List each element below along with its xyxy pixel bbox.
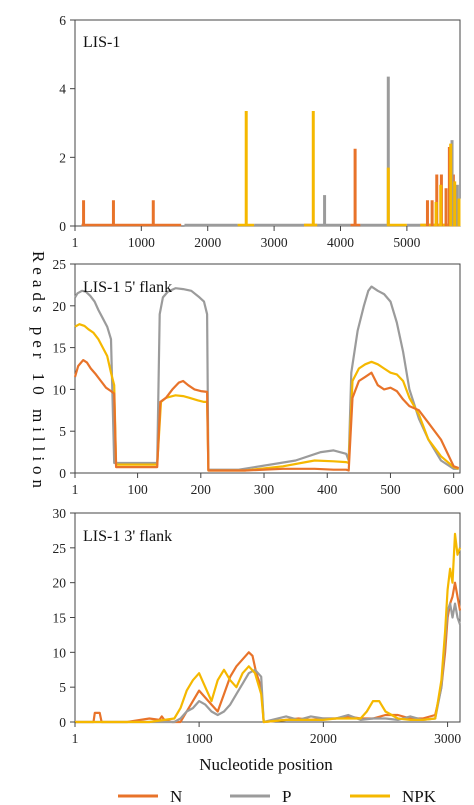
panel-ticks: 0 5 10 15 20 25 30 1 1000 2000 3000 (53, 506, 462, 746)
plot-frame (74, 19, 461, 227)
y-tick-label: 15 (53, 341, 67, 356)
x-axis-title: Nucleotide position (199, 755, 333, 774)
panel-ticks: 0 2 4 6 1 1000 2000 3000 4000 5000 (59, 13, 420, 250)
y-tick-label: 5 (59, 680, 66, 695)
x-tick-label: 400 (317, 482, 338, 497)
legend-label-n: N (170, 787, 182, 805)
x-tick-label: 1 (72, 731, 79, 746)
x-tick-label: 200 (191, 482, 212, 497)
y-tick-label: 15 (53, 611, 67, 626)
y-tick-label: 0 (59, 466, 66, 481)
y-axis-title: Reads per 10 million (29, 251, 48, 493)
y-tick-label: 25 (53, 257, 67, 272)
x-tick-label: 4000 (327, 235, 354, 250)
x-tick-label: 500 (380, 482, 401, 497)
y-tick-label: 20 (53, 299, 67, 314)
x-tick-label: 300 (254, 482, 275, 497)
y-tick-label: 25 (53, 541, 67, 556)
panel-lis1-3-flank: 0 5 10 15 20 25 30 1 1000 2000 3000 LIS-1 3' flank (53, 506, 462, 746)
y-tick-label: 10 (53, 382, 67, 397)
x-tick-label: 600 (444, 482, 465, 497)
legend: N P NPK (118, 787, 437, 805)
panel-marks (81, 76, 461, 227)
x-tick-label: 5000 (393, 235, 420, 250)
panel-title: LIS-1 3' flank (83, 528, 172, 545)
x-tick-label: 3000 (261, 235, 288, 250)
y-tick-label: 2 (59, 150, 66, 165)
plot-frame (74, 263, 461, 474)
y-tick-label: 5 (59, 424, 66, 439)
x-tick-label: 2000 (310, 731, 337, 746)
y-tick-label: 4 (59, 82, 66, 97)
y-tick-label: 10 (53, 645, 67, 660)
y-tick-label: 30 (53, 506, 67, 521)
x-tick-label: 1000 (128, 235, 155, 250)
series-line-p (74, 285, 459, 471)
y-tick-label: 0 (59, 715, 66, 730)
y-tick-label: 20 (53, 576, 67, 591)
x-tick-label: 1 (72, 235, 79, 250)
x-tick-label: 1 (72, 482, 79, 497)
series-line-n (75, 581, 462, 724)
series-line-npk (75, 532, 462, 724)
panel-marks (73, 285, 460, 472)
x-tick-label: 1000 (186, 731, 213, 746)
panel-title: LIS-1 5' flank (83, 279, 172, 296)
x-tick-label: 3000 (434, 731, 461, 746)
y-tick-label: 6 (59, 13, 66, 28)
series-line-n (73, 359, 460, 472)
series-line-p (75, 602, 462, 724)
legend-label-npk: NPK (402, 787, 437, 805)
panel-ticks: 0 5 10 15 20 25 1 100 200 300 400 500 600 (53, 257, 465, 497)
y-tick-label: 0 (59, 219, 66, 234)
x-tick-label: 100 (127, 482, 148, 497)
panel-title: LIS-1 (83, 34, 120, 51)
x-tick-label: 2000 (194, 235, 221, 250)
panel-lis1-5-flank: 0 5 10 15 20 25 1 100 200 300 400 500 600 LIS-1 5' f… (53, 257, 465, 497)
panel-marks (75, 532, 462, 724)
panel-lis1: 0 2 4 6 1 1000 2000 3000 4000 5000 LIS-1 (59, 13, 461, 250)
legend-label-p: P (282, 787, 291, 805)
